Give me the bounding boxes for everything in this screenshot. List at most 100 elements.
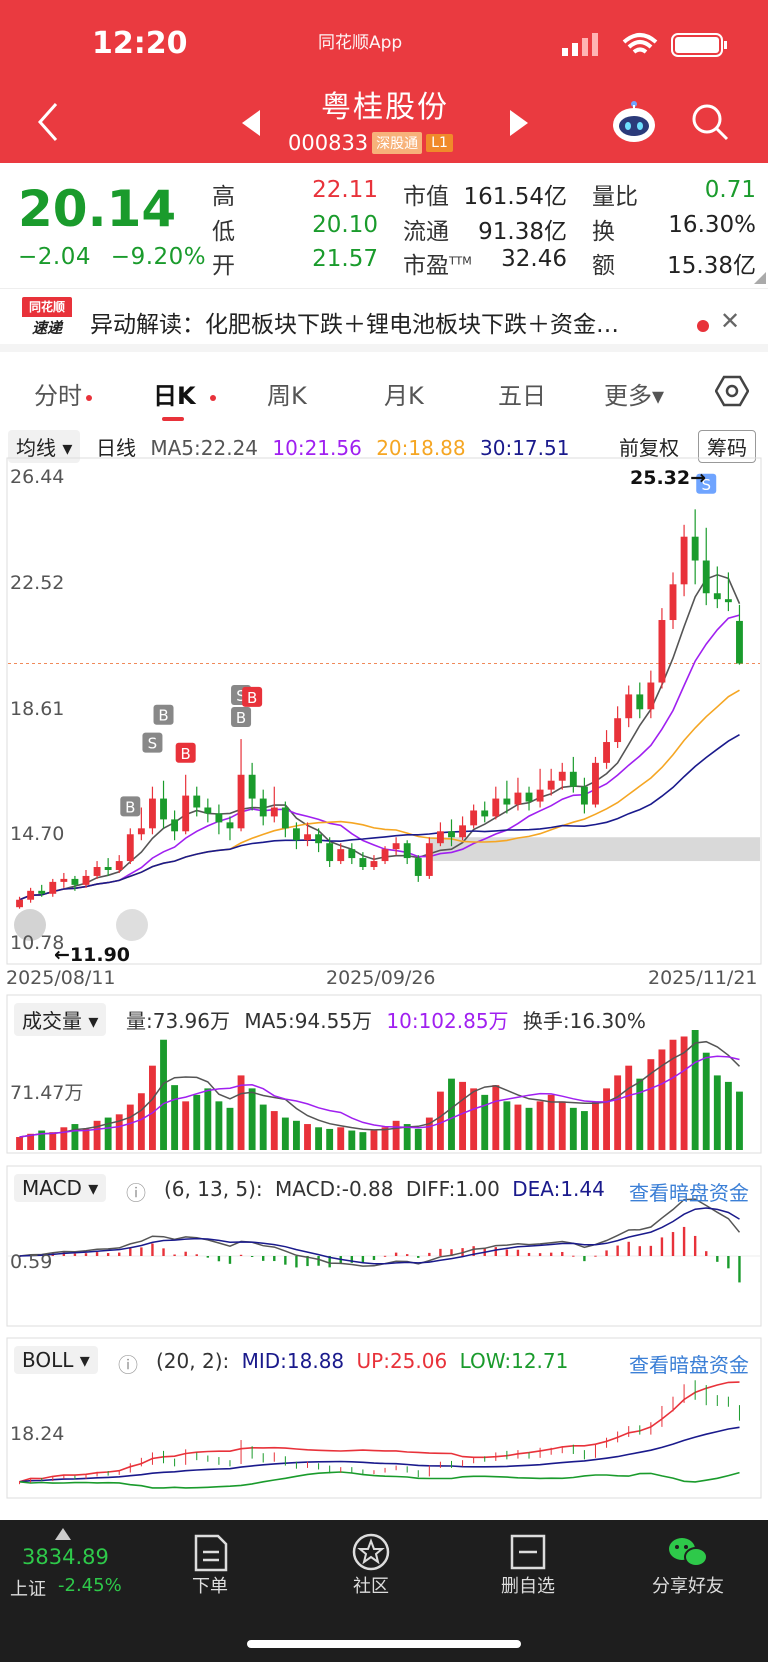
macd-dropdown[interactable]: MACD ▾ (14, 1174, 107, 1202)
macd-bar (118, 1252, 121, 1256)
candle-body (403, 843, 411, 859)
boll-dropdown[interactable]: BOLL ▾ (14, 1346, 98, 1374)
dark-pool-link[interactable]: 查看暗盘资金 (629, 1353, 749, 1377)
community-icon[interactable] (311, 1532, 431, 1572)
open-value: 21.57 (312, 246, 378, 272)
volume-bar (658, 1049, 666, 1150)
macd-bar (405, 1254, 409, 1256)
volume-ma10: 10:102.85万 (386, 1009, 509, 1033)
volume-ratio-label: 量比 (592, 184, 638, 210)
volume-bar (724, 1081, 732, 1150)
candle-body (304, 834, 311, 841)
next-stock-icon[interactable] (506, 108, 530, 138)
period-tabs: 分时 日K 周K 月K 五日 更多▾ (0, 360, 768, 422)
x-date-start: 2025/08/11 (6, 967, 116, 989)
nav-share-friends[interactable]: 分享好友 (652, 1576, 724, 1597)
tab-monthly-k[interactable]: 月K (384, 382, 424, 410)
signal-marker (153, 704, 174, 725)
candle-body (658, 620, 666, 683)
tab-daily-k[interactable]: 日K (153, 382, 196, 410)
search-icon[interactable] (690, 102, 730, 142)
boll-mid-line (19, 1426, 740, 1483)
adjust-mode[interactable]: 前复权 (619, 436, 679, 460)
robot-assistant-icon[interactable] (610, 98, 658, 146)
back-arrow-icon[interactable] (34, 100, 64, 144)
signal-marker (142, 732, 163, 753)
index-up-icon (55, 1528, 71, 1540)
dea-value: DEA:1.44 (512, 1177, 605, 1201)
kline-frame (6, 457, 762, 965)
volume-bar (304, 1124, 311, 1150)
candle-body (414, 858, 422, 876)
volume-bar (248, 1088, 256, 1150)
macd-bar (705, 1251, 708, 1256)
volume-bar (625, 1065, 633, 1150)
signal-marker (242, 686, 263, 707)
macd-help-icon[interactable]: ⓘ (126, 1181, 146, 1205)
boll-help-icon[interactable]: ⓘ (118, 1353, 138, 1377)
candle-body (525, 792, 533, 802)
candle-body (27, 890, 35, 900)
volume-ratio-value: 0.71 (704, 177, 756, 203)
volume-bar (403, 1124, 411, 1150)
change-percent: −9.20% (110, 244, 207, 270)
volume-bar (669, 1039, 677, 1150)
volume-bar (292, 1120, 300, 1150)
candle-body (281, 807, 289, 829)
volume-bar (736, 1091, 743, 1150)
macd-bar (173, 1254, 176, 1256)
chips-button[interactable]: 筹码 (698, 430, 756, 463)
candle-body (492, 798, 500, 817)
volume-bar (337, 1127, 345, 1150)
ma10-line (19, 614, 740, 901)
volume-bar (448, 1078, 455, 1150)
nav-order[interactable]: 下单 (192, 1576, 228, 1597)
volume-bar (702, 1052, 710, 1150)
tab-five-day[interactable]: 五日 (498, 382, 546, 410)
macd-bar (538, 1253, 542, 1256)
high-label: 高 (212, 184, 235, 210)
tab-more[interactable]: 更多▾ (604, 382, 665, 410)
status-time: 12:20 (92, 26, 188, 61)
dark-pool-link[interactable]: 查看暗盘资金 (629, 1181, 749, 1205)
volume-bar (503, 1101, 511, 1150)
candle-body (259, 798, 267, 817)
candle-body (292, 828, 300, 841)
macd-bar (649, 1245, 653, 1256)
volume-bar (215, 1101, 223, 1150)
macd-bar (184, 1251, 187, 1256)
close-news-icon[interactable]: ✕ (720, 307, 741, 335)
volume-dropdown[interactable]: 成交量 ▾ (14, 1003, 107, 1036)
index-value[interactable]: 3834.89 (22, 1545, 109, 1569)
amount-label: 额 (592, 253, 615, 279)
settings-hex-icon[interactable] (715, 374, 749, 408)
nav-community[interactable]: 社区 (353, 1576, 389, 1597)
candle-body (603, 742, 610, 763)
volume-bar (93, 1120, 101, 1150)
order-icon[interactable] (150, 1532, 270, 1572)
turnover-value: 16.30% (668, 212, 756, 238)
ma5-line (19, 573, 741, 901)
macd-bar (682, 1226, 686, 1256)
prev-stock-icon[interactable] (240, 108, 264, 138)
candle-body (370, 861, 378, 868)
macd-bar (106, 1253, 110, 1256)
nav-remove-watchlist[interactable]: 删自选 (501, 1576, 555, 1597)
macd-bar (140, 1247, 143, 1256)
amount-value: 15.38亿 (667, 253, 756, 279)
news-banner[interactable]: 同花顺 速递 异动解读：化肥板块下跌＋锂电池板块下跌＋资金… ✕ (0, 288, 768, 352)
expand-corner-icon[interactable] (754, 272, 766, 284)
remove-watchlist-icon[interactable] (468, 1532, 588, 1572)
candle-body (514, 792, 522, 805)
wechat-share-icon[interactable] (628, 1532, 748, 1572)
diff-value: DIFF:1.00 (405, 1177, 500, 1201)
volume-bar (16, 1137, 23, 1150)
candle-body (558, 771, 566, 781)
ma30-value: 30:17.51 (480, 436, 570, 460)
candle-body (713, 593, 721, 600)
tab-intraday[interactable]: 分时 (34, 382, 82, 410)
x-date-mid: 2025/09/26 (326, 967, 436, 989)
tab-weekly-k[interactable]: 周K (267, 382, 307, 410)
unread-dot (697, 320, 709, 332)
